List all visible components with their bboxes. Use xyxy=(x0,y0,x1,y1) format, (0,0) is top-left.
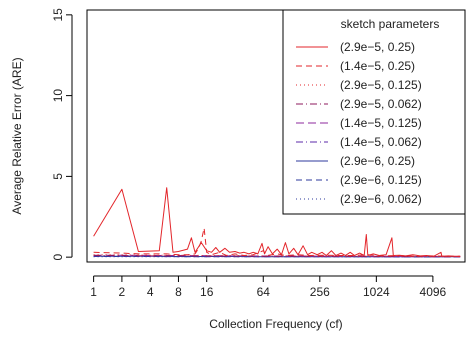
y-axis: 0 5 10 15 xyxy=(51,8,73,260)
y-tick-label: 0 xyxy=(51,253,65,260)
x-tick-label: 4096 xyxy=(420,285,447,299)
x-tick-label: 8 xyxy=(175,285,182,299)
legend-label: (1.4e−5, 0.125) xyxy=(340,116,422,130)
series-line xyxy=(93,255,461,258)
y-tick-label: 10 xyxy=(51,89,65,103)
y-axis-label: Average Relative Error (ARE) xyxy=(10,57,24,214)
x-axis: 1 2 4 8 16 64 256 1024 4096 xyxy=(90,275,447,299)
legend-box xyxy=(282,9,466,215)
legend-label: (2.9e−6, 0.125) xyxy=(340,173,422,187)
series-line xyxy=(93,187,461,257)
x-tick-label: 64 xyxy=(257,285,271,299)
legend-label: (2.9e−6, 0.25) xyxy=(340,154,415,168)
legend-label: (2.9e−5, 0.125) xyxy=(340,78,422,92)
series-layer xyxy=(93,187,461,258)
x-tick-label: 16 xyxy=(200,285,214,299)
x-tick-label: 1024 xyxy=(363,285,390,299)
x-tick-label: 4 xyxy=(147,285,154,299)
x-tick-label: 1 xyxy=(90,285,97,299)
legend-label: (1.4e−5, 0.25) xyxy=(340,59,415,73)
legend-label: (1.4e−5, 0.062) xyxy=(340,135,422,149)
legend-label: (2.9e−5, 0.25) xyxy=(340,40,415,54)
series-line xyxy=(93,227,461,257)
y-tick-label: 15 xyxy=(51,8,65,22)
legend-items: (2.9e−5, 0.25) (1.4e−5, 0.25) (2.9e−5, 0.1… xyxy=(296,40,422,206)
legend-label: (2.9e−6, 0.062) xyxy=(340,192,422,206)
legend: sketch parameters (2.9e−5, 0.25) (1.4e−5,… xyxy=(282,9,466,215)
legend-title: sketch parameters xyxy=(341,17,440,31)
x-tick-label: 2 xyxy=(119,285,126,299)
x-tick-label: 256 xyxy=(310,285,330,299)
x-axis-label: Collection Frequency (cf) xyxy=(209,317,342,331)
y-tick-label: 5 xyxy=(51,173,65,180)
legend-label: (2.9e−5, 0.062) xyxy=(340,97,422,111)
